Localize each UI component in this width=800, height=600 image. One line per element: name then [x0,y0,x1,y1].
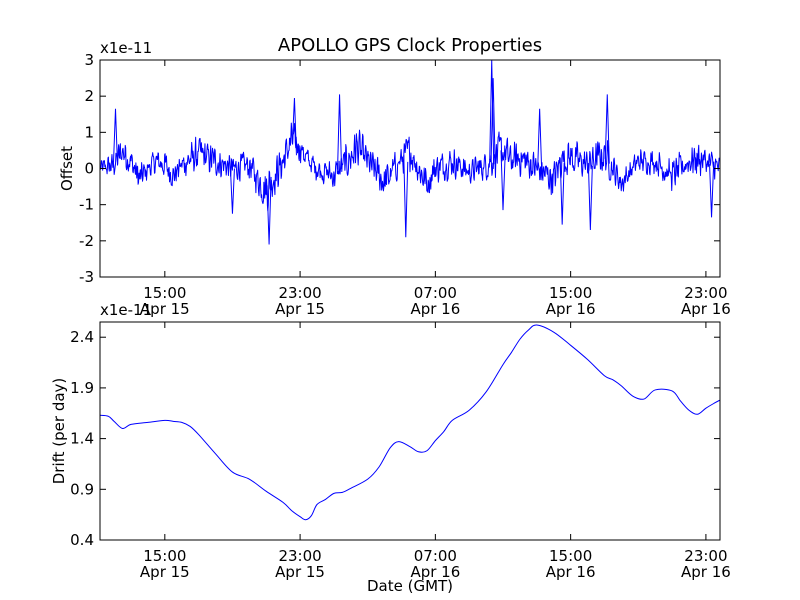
y-tick-label: 0.4 [70,531,94,549]
x-tick-label-time: 23:00 [684,284,727,302]
drift-y-axis: 0.4 0.9 1.4 1.9 2.4 [70,328,720,549]
x-tick-label-time: 07:00 [414,547,457,565]
y-tick-label: -2 [79,232,94,250]
x-tick-label-date: Apr 15 [140,563,190,581]
drift-scale-label: x1e-11 [100,301,152,319]
offset-series-line [99,122,721,212]
drift-plot-frame [99,321,721,541]
y-tick-label: 2 [84,87,94,105]
x-tick-label-date: Apr 16 [681,300,731,318]
y-tick-label: 1 [84,123,94,141]
x-tick-label-time: 23:00 [278,284,321,302]
x-tick-label-time: 15:00 [143,284,186,302]
x-tick-label-date: Apr 16 [681,563,731,581]
offset-spike [229,168,235,214]
offset-spike [490,78,496,164]
x-tick-label-date: Apr 15 [275,563,325,581]
x-axis-label: Date (GMT) [367,577,453,595]
y-tick-label: -1 [79,196,94,214]
offset-spike [337,94,343,170]
y-tick-label: 1.4 [70,430,94,448]
x-tick-label-time: 15:00 [549,547,592,565]
x-tick-label-date: Apr 16 [410,300,460,318]
offset-spike [403,155,409,238]
x-tick-label-time: 15:00 [549,284,592,302]
offset-spike [709,164,715,218]
y-tick-label: -3 [79,268,94,286]
x-tick-label-time: 07:00 [414,284,457,302]
x-tick-label-date: Apr 16 [410,563,460,581]
offset-spike [113,108,118,166]
x-tick-label-time: 23:00 [278,547,321,565]
x-tick-label-date: Apr 16 [546,563,596,581]
y-tick-label: 0 [84,160,94,178]
offset-spike [291,97,297,156]
offset-y-axis: -3 -2 -1 0 1 2 3 [79,51,720,286]
offset-spike [500,150,506,211]
offset-scale-label: x1e-11 [100,39,152,57]
drift-series-line [99,324,721,521]
y-tick-label: 2.4 [70,328,94,346]
y-tick-label: 1.9 [70,379,94,397]
offset-y-axis-label: Offset [58,146,76,191]
x-tick-label-date: Apr 15 [275,300,325,318]
offset-spikes [113,59,715,245]
x-tick-label-time: 15:00 [143,547,186,565]
y-tick-label: 0.9 [70,480,94,498]
offset-spike [266,176,272,245]
offset-spike [604,94,610,164]
x-tick-label-time: 23:00 [684,547,727,565]
drift-y-axis-label: Drift (per day) [50,378,68,485]
offset-spike [537,108,543,171]
offset-spike [587,163,593,230]
chart-title: APOLLO GPS Clock Properties [278,35,542,56]
y-tick-label: 3 [84,51,94,69]
x-tick-label-date: Apr 15 [140,300,190,318]
offset-spike [559,157,565,225]
x-tick-label-date: Apr 16 [546,300,596,318]
